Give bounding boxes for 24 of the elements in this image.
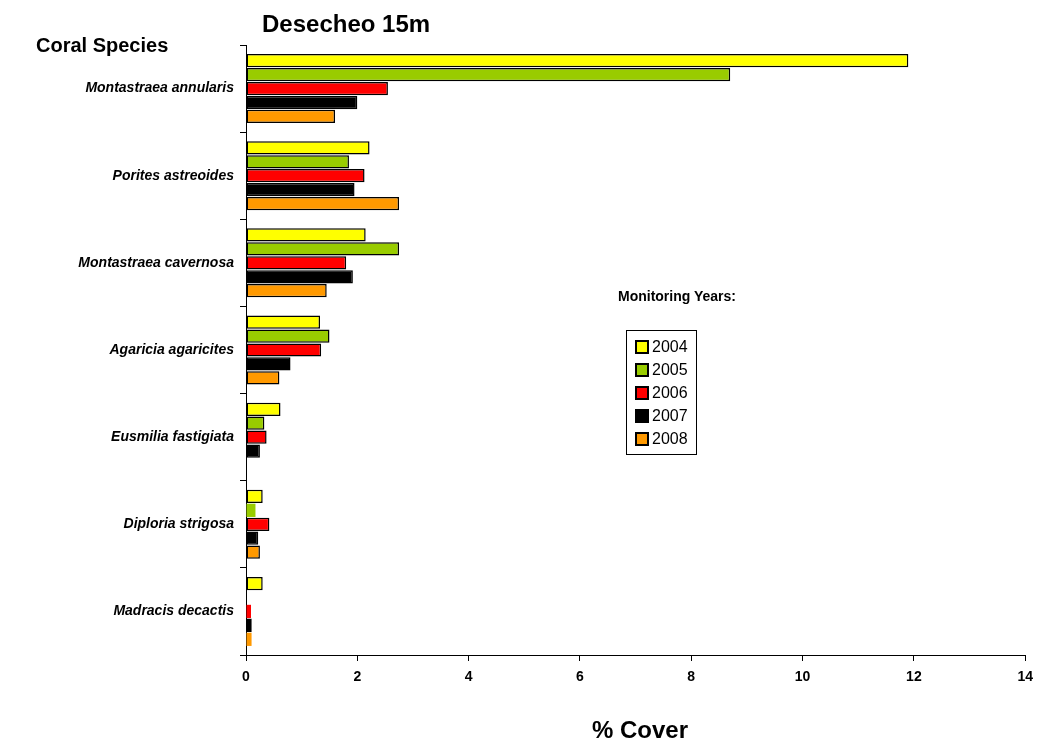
y-tick-label: Montastraea annularis [85, 79, 235, 96]
legend-label: 2007 [652, 406, 688, 425]
y-tick-label: Eusmilia fastigiata [111, 428, 235, 444]
y-tick-label: Diploria strigosa [123, 515, 235, 532]
y-axis-title: Coral Species [36, 34, 169, 57]
y-tick-label: Montastraea cavernosa [78, 253, 235, 270]
x-tick-label: 0 [242, 668, 251, 685]
x-tick-label: 12 [906, 668, 922, 685]
x-tick-label: 4 [464, 668, 473, 685]
y-tick-label: Agaricia agaricites [108, 340, 235, 357]
y-tick-label: Porites astreoides [112, 166, 235, 183]
legend-label: 2005 [652, 360, 688, 379]
x-tick-label: 10 [794, 668, 811, 685]
x-axis-title: % Cover [590, 716, 689, 744]
legend-label: 2008 [652, 429, 688, 448]
chart-title: Desecheo 15m [262, 10, 431, 38]
y-tick-label: Madracis decactis [113, 602, 235, 619]
x-tick-label: 14 [1017, 668, 1034, 685]
x-tick-label: 2 [353, 668, 362, 685]
legend-label: 2004 [652, 337, 688, 356]
legend-title: Monitoring Years: [618, 288, 736, 304]
x-tick-label: 8 [687, 668, 696, 685]
x-tick-label: 6 [576, 668, 585, 685]
legend-label: 2006 [652, 383, 688, 402]
